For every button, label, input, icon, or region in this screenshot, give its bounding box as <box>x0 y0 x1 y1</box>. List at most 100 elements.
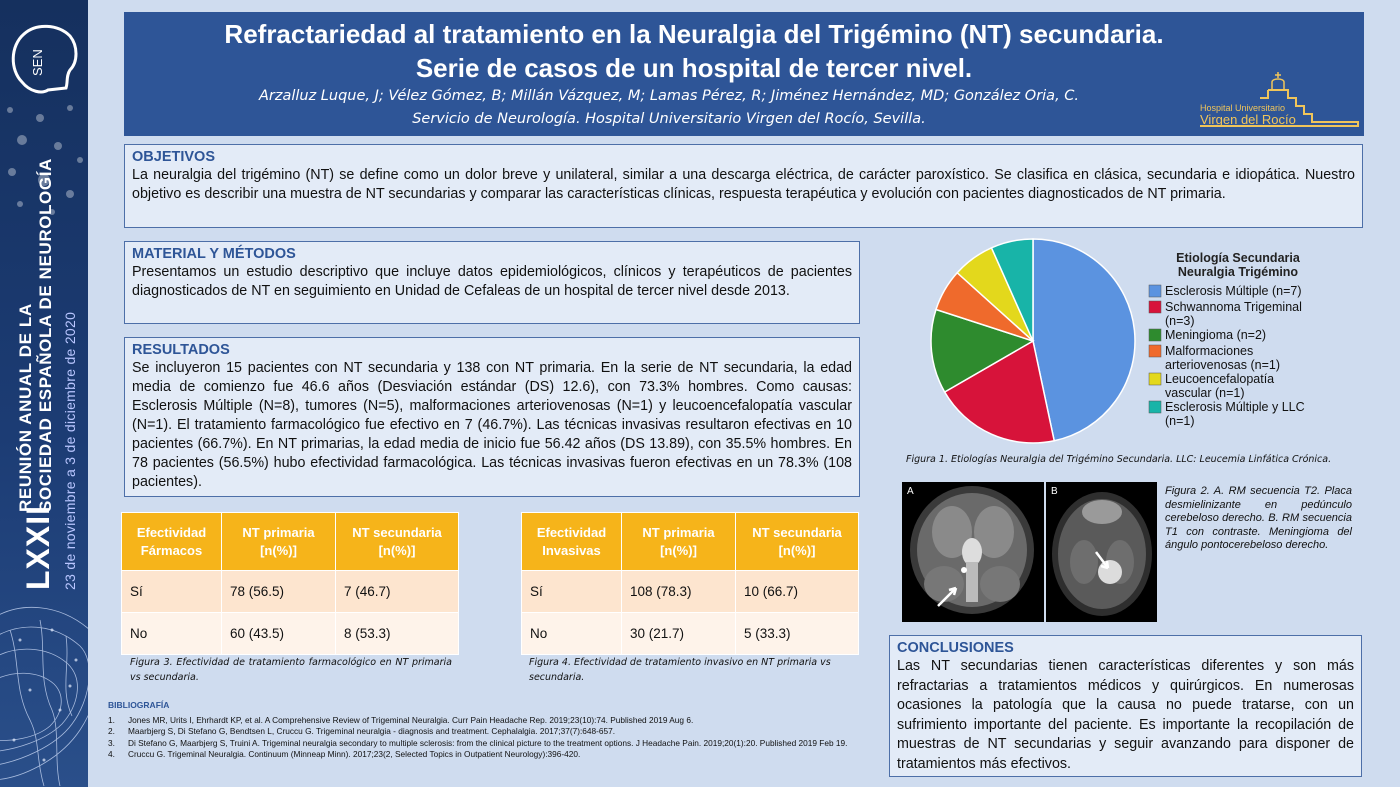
objetivos-section: OBJETIVOS La neuralgia del trigémino (NT… <box>124 144 1363 228</box>
meeting-line-2: SOCIEDAD ESPAÑOLA DE NEUROLOGÍA <box>36 158 55 512</box>
conclusiones-section: CONCLUSIONES Las NT secundarias tienen c… <box>889 635 1362 777</box>
mri-label-a: A <box>907 486 914 497</box>
table-row: Sí 78 (56.5) 7 (46.7) <box>121 570 459 613</box>
material-title: MATERIAL Y MÉTODOS <box>132 246 296 262</box>
table-row: Sí 108 (78.3) 10 (66.7) <box>521 570 859 613</box>
poster-header: Refractariedad al tratamiento en la Neur… <box>124 12 1364 136</box>
table-cell: 78 (56.5) <box>221 570 336 613</box>
table1-header-3: NT secundaria [n(%)] <box>335 512 459 571</box>
authors: Arzalluz Luque, J; Vélez Gómez, B; Millá… <box>258 88 1080 104</box>
bib-text: Maarbjerg S, Di Stefano G, Bendtsen L, C… <box>128 726 616 737</box>
material-section: MATERIAL Y MÉTODOS Presentamos un estudi… <box>124 241 860 324</box>
bib-number: 1. <box>108 714 115 725</box>
table-cell: 7 (46.7) <box>335 570 459 613</box>
legend-swatch <box>1148 344 1162 358</box>
meeting-date: 23 de noviembre a 3 de diciembre de 2020 <box>62 311 78 590</box>
table-cell: No <box>521 612 622 655</box>
figure-3-caption: Figura 3. Efectividad de tratamiento far… <box>130 657 452 683</box>
mri-label-b: B <box>1051 486 1058 497</box>
table2-header-3-text: NT secundaria [n(%)] <box>752 524 842 558</box>
table-cell: Sí <box>521 570 622 613</box>
list-item: 2. Maarbjerg S, Di Stefano G, Bendtsen L… <box>108 726 874 738</box>
list-item: 1. Jones MR, Urits I, Ehrhardt KP, et al… <box>108 715 874 727</box>
bibliography-title: BIBLIOGRAFÍA <box>108 700 170 710</box>
hospital-name-line-2: Virgen del Rocío <box>1200 112 1296 127</box>
list-item: 4. Cruccu G. Trigeminal Neuralgia. Conti… <box>108 749 874 761</box>
poster-title: Refractariedad al tratamiento en la Neur… <box>124 12 1364 85</box>
title-line-2: Serie de casos de un hospital de tercer … <box>415 53 973 83</box>
table-cell: 30 (21.7) <box>621 612 736 655</box>
affiliation: Servicio de Neurología. Hospital Univers… <box>412 111 926 127</box>
meeting-number: LXXII <box>20 504 56 590</box>
table1-header-2-text: NT primaria [n(%)] <box>242 524 315 558</box>
material-body: Presentamos un estudio descriptivo que i… <box>132 264 852 299</box>
legend-label: Schwannoma Trigeminal (n=3) <box>1165 300 1302 328</box>
pie-slice <box>930 308 1035 394</box>
legend-label: Esclerosis Múltiple y LLC (n=1) <box>1165 400 1305 428</box>
table-cell: 10 (66.7) <box>735 570 859 613</box>
table-cell: Sí <box>121 570 222 613</box>
bibliography: BIBLIOGRAFÍA 1. Jones MR, Urits I, Ehrha… <box>108 700 874 761</box>
table-row: No 60 (43.5) 8 (53.3) <box>121 612 459 655</box>
list-item: 3. Di Stefano G, Maarbjerg S, Truini A. … <box>108 738 874 750</box>
legend-swatch <box>1148 328 1162 342</box>
bib-number: 4. <box>108 749 115 760</box>
meeting-line-1: REUNIÓN ANUAL DE LA <box>16 303 35 512</box>
decorative-dots <box>7 105 83 215</box>
table-cell: 60 (43.5) <box>221 612 336 655</box>
legend-label: Meningioma (n=2) <box>1165 328 1266 342</box>
bib-text: Di Stefano G, Maarbjerg S, Truini A. Tri… <box>128 737 848 748</box>
mri-image-a: A <box>902 482 1044 622</box>
meeting-banner: LXXII REUNIÓN ANUAL DE LA SOCIEDAD ESPAÑ… <box>16 20 78 590</box>
brain-illustration <box>0 607 88 787</box>
table1-header-3-text: NT secundaria [n(%)] <box>352 524 442 558</box>
hospital-name-line-1: Hospital Universitario <box>1200 103 1286 113</box>
table2-header-2-text: NT primaria [n(%)] <box>642 524 715 558</box>
table2-header-1: Efectividad Invasivas <box>521 512 622 571</box>
figure-2-caption: Figura 2. A. RM secuencia T2. Placa desm… <box>1165 485 1352 552</box>
table-row: No 30 (21.7) 5 (33.3) <box>521 612 859 655</box>
pie-slices <box>930 238 1136 444</box>
bib-text: Cruccu G. Trigeminal Neuralgia. Continuu… <box>128 749 581 760</box>
resultados-section: RESULTADOS Se incluyeron 15 pacientes co… <box>124 337 860 497</box>
table-cell: 108 (78.3) <box>621 570 736 613</box>
table1-header-1-text: Efectividad Fármacos <box>136 524 207 558</box>
chart-legend: Esclerosis Múltiple (n=7) Schwannoma Trig… <box>1148 284 1305 428</box>
table2-header-1-text: Efectividad Invasivas <box>536 524 607 558</box>
legend-swatch <box>1148 300 1162 314</box>
title-line-1: Refractariedad al tratamiento en la Neur… <box>224 19 1164 49</box>
invasive-effectiveness-table: Efectividad Invasivas NT primaria [n(%)]… <box>521 512 859 655</box>
sen-logo: SEN <box>11 24 78 94</box>
conclusiones-title: CONCLUSIONES <box>897 640 1014 656</box>
chart-title-line-1: Etiología Secundaria <box>1176 251 1301 265</box>
legend-label: Esclerosis Múltiple (n=7) <box>1165 284 1302 298</box>
pharmacological-effectiveness-table: Efectividad Fármacos NT primaria [n(%)] … <box>121 512 459 655</box>
hospital-logo <box>1200 72 1359 127</box>
chart-title-line-2: Neuralgia Trigémino <box>1178 265 1299 279</box>
bib-text: Jones MR, Urits I, Ehrhardt KP, et al. A… <box>128 714 694 725</box>
resultados-body: Se incluyeron 15 pacientes con NT secund… <box>132 360 852 490</box>
table2-header-2: NT primaria [n(%)] <box>621 512 736 571</box>
sen-logo-text: SEN <box>30 49 45 76</box>
table-cell: 5 (33.3) <box>735 612 859 655</box>
bib-number: 3. <box>108 737 115 748</box>
pie-slice <box>1032 238 1136 442</box>
resultados-title: RESULTADOS <box>132 342 230 358</box>
pie-slice <box>943 339 1056 444</box>
objetivos-title: OBJETIVOS <box>132 149 215 165</box>
legend-swatch <box>1148 372 1162 386</box>
figure-1-caption: Figura 1. Etiologías Neuralgia del Trigé… <box>906 454 1332 465</box>
legend-label: Leucoencefalopatía vascular (n=1) <box>1165 372 1274 400</box>
table2-header-3: NT secundaria [n(%)] <box>735 512 859 571</box>
pie-slice <box>990 238 1034 342</box>
objetivos-body: La neuralgia del trigémino (NT) se defin… <box>132 167 1355 202</box>
sidebar: SEN LXXII REUNIÓN ANUAL DE LA SOCIEDAD E… <box>0 0 88 787</box>
mri-t1-scan <box>1052 492 1152 616</box>
mri-t2-scan <box>910 486 1034 614</box>
table-cell: 8 (53.3) <box>335 612 459 655</box>
bib-number: 2. <box>108 726 115 737</box>
hospital-name: Hospital Universitario Virgen del Rocío <box>1200 102 1296 126</box>
table-cell: No <box>121 612 222 655</box>
table1-header-2: NT primaria [n(%)] <box>221 512 336 571</box>
mri-image-b: B <box>1046 482 1157 622</box>
